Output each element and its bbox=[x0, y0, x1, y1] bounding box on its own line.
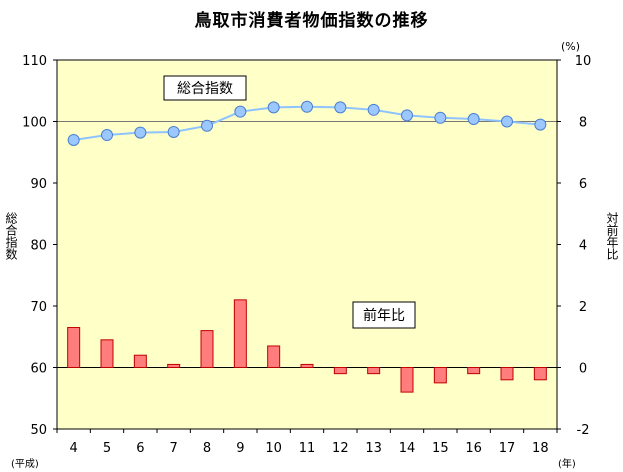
x-tick-label-5: 5 bbox=[103, 441, 111, 456]
x-tick-label-15: 15 bbox=[432, 441, 449, 456]
point-12 bbox=[334, 101, 347, 114]
point-7 bbox=[167, 125, 180, 138]
chart-title: 鳥取市消費者物価指数の推移 bbox=[194, 11, 429, 31]
left-tick-label-50: 50 bbox=[30, 423, 47, 438]
bar-17 bbox=[500, 367, 514, 381]
bar-5 bbox=[100, 339, 114, 369]
x-tick-label-16: 16 bbox=[465, 441, 482, 456]
plot-area bbox=[57, 60, 557, 429]
bar-9 bbox=[233, 299, 247, 369]
x-tick-label-7: 7 bbox=[170, 441, 178, 456]
point-16 bbox=[467, 113, 480, 126]
left-tick-label-70: 70 bbox=[30, 300, 47, 315]
point-14 bbox=[401, 109, 413, 122]
point-9 bbox=[234, 105, 247, 118]
x-axis-end-label: (年) bbox=[558, 459, 576, 470]
x-tick-label-17: 17 bbox=[499, 441, 516, 456]
point-13 bbox=[367, 103, 380, 116]
bar-7 bbox=[167, 363, 181, 368]
left-tick-label-100: 100 bbox=[22, 116, 47, 131]
x-tick-label-13: 13 bbox=[365, 441, 382, 456]
x-tick-label-18: 18 bbox=[532, 441, 549, 456]
right-tick-label-10: 10 bbox=[575, 54, 592, 69]
point-8 bbox=[201, 119, 213, 132]
right-tick-label-8: 8 bbox=[579, 116, 587, 131]
bar-6 bbox=[133, 354, 147, 369]
x-axis-start-label: (平成) bbox=[11, 459, 39, 470]
bar-18 bbox=[533, 367, 547, 381]
left-tick-label-90: 90 bbox=[30, 177, 47, 192]
bar-15 bbox=[433, 367, 447, 384]
x-tick-label-11: 11 bbox=[299, 441, 316, 456]
x-tick-label-4: 4 bbox=[70, 441, 78, 456]
legend-label-yoy-box bbox=[352, 301, 416, 329]
right-axis-unit: (%) bbox=[561, 40, 581, 53]
point-5 bbox=[101, 129, 113, 142]
bar-8 bbox=[200, 330, 214, 369]
x-tick-label-6: 6 bbox=[136, 441, 144, 456]
bar-11 bbox=[300, 363, 314, 368]
x-tick-label-9: 9 bbox=[236, 441, 244, 456]
point-15 bbox=[434, 111, 447, 124]
left-axis-label: 総合指数 bbox=[4, 212, 18, 260]
bar-13 bbox=[367, 367, 381, 375]
x-tick-label-10: 10 bbox=[265, 441, 282, 456]
legend-label-index-box bbox=[163, 75, 247, 101]
point-11 bbox=[301, 100, 313, 113]
right-tick-label-6: 6 bbox=[579, 177, 587, 192]
right-tick-label-4: 4 bbox=[579, 239, 587, 254]
point-6 bbox=[134, 126, 147, 139]
right-tick-label-2: 2 bbox=[579, 300, 587, 315]
legend-label-yoy: 前年比 bbox=[363, 307, 405, 324]
bar-10 bbox=[267, 345, 281, 369]
right-tick-label-0: 0 bbox=[579, 362, 587, 377]
right-tick-label--2: -2 bbox=[577, 423, 590, 438]
point-17 bbox=[501, 115, 513, 128]
right-axis-label: 対前年比 bbox=[605, 212, 619, 260]
x-tick-label-14: 14 bbox=[399, 441, 416, 456]
point-10 bbox=[267, 101, 280, 114]
point-4 bbox=[67, 133, 80, 146]
legend-label-index: 総合指数 bbox=[177, 81, 233, 97]
x-tick-label-8: 8 bbox=[203, 441, 211, 456]
left-tick-label-80: 80 bbox=[30, 239, 47, 254]
left-tick-label-60: 60 bbox=[30, 362, 47, 377]
bar-4 bbox=[67, 327, 81, 368]
x-tick-label-12: 12 bbox=[332, 441, 349, 456]
bar-12 bbox=[333, 367, 347, 375]
bar-16 bbox=[467, 367, 481, 375]
left-tick-label-110: 110 bbox=[22, 54, 47, 69]
point-18 bbox=[534, 118, 547, 131]
bar-14 bbox=[400, 367, 414, 393]
